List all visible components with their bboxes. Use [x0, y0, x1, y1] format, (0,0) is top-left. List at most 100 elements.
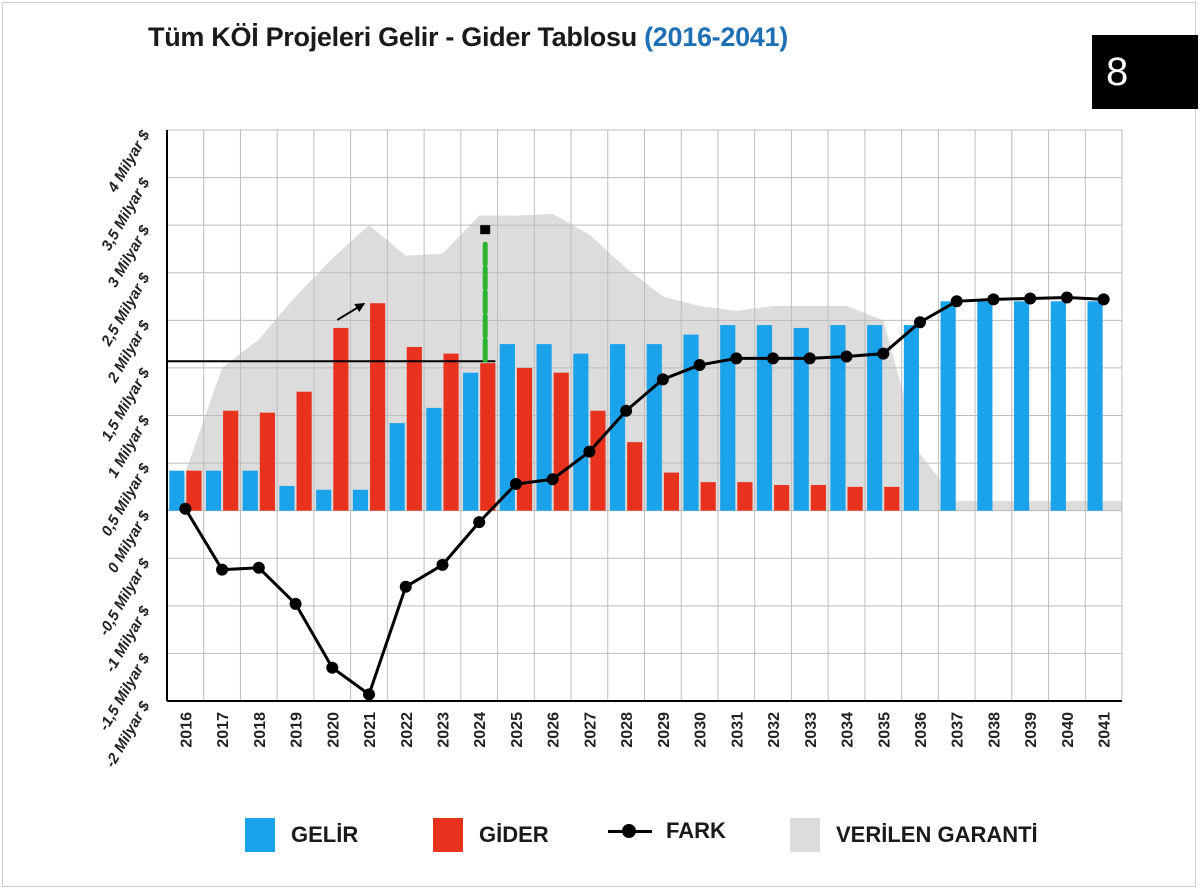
bar-gelir-2017	[205, 470, 222, 511]
chart-title: Tüm KÖİ Projeleri Gelir - Gider Tablosu …	[148, 22, 788, 53]
x-tick-label-2025: 2025	[509, 712, 526, 748]
x-tick-label-2018: 2018	[252, 712, 269, 748]
legend-label-garanti: VERİLEN GARANTİ	[836, 822, 1038, 847]
bar-gider-2027	[590, 410, 606, 511]
x-tick-label-2016: 2016	[178, 712, 195, 748]
x-tick-label-2032: 2032	[766, 712, 783, 748]
bar-gelir-2037	[940, 301, 956, 511]
fark-point-2018	[252, 561, 265, 574]
x-tick-label-2023: 2023	[435, 712, 452, 748]
fark-point-2040	[1060, 291, 1073, 304]
fark-point-2037	[950, 295, 963, 308]
bar-gelir-2021	[352, 489, 369, 511]
bar-gelir-2022	[389, 423, 405, 511]
bar-gelir-2030	[683, 334, 699, 511]
bar-gelir-2040	[1050, 301, 1066, 511]
x-tick-label-2027: 2027	[582, 712, 599, 748]
bar-gider-2029	[663, 472, 680, 511]
reference-layer	[167, 225, 496, 363]
bars-layer	[169, 301, 1103, 511]
x-tick-label-2020: 2020	[325, 712, 342, 748]
x-tick-label-2019: 2019	[289, 712, 306, 748]
arrow-head	[354, 302, 366, 312]
bar-gider-2030	[700, 482, 716, 511]
bar-gider-2020	[333, 327, 349, 511]
legend-label-gelir: GELİR	[291, 822, 359, 847]
fark-point-2028	[620, 404, 633, 417]
bar-gider-2019	[296, 391, 312, 511]
x-tick-label-2033: 2033	[803, 712, 820, 748]
marker-square	[480, 225, 491, 235]
legend-swatch-gelir	[245, 818, 275, 852]
x-tick-label-2034: 2034	[840, 712, 857, 748]
bar-gider-2034	[847, 486, 863, 511]
bar-gider-2031	[737, 482, 753, 511]
fark-point-2017	[216, 563, 229, 576]
fark-point-2031	[730, 352, 743, 365]
bar-gelir-2033	[793, 327, 809, 511]
bar-gelir-2041	[1087, 301, 1103, 511]
bar-gelir-2036	[903, 325, 919, 511]
bar-gelir-2016	[169, 470, 185, 511]
bar-gelir-2019	[279, 485, 295, 511]
x-tick-label-2017: 2017	[215, 712, 232, 748]
fark-point-2024	[473, 516, 486, 529]
x-tick-label-2037: 2037	[950, 712, 967, 748]
bar-gelir-2035	[867, 325, 883, 511]
bar-gider-2028	[627, 442, 643, 511]
title-range: (2016-2041)	[644, 22, 788, 52]
fark-point-2035	[877, 347, 890, 360]
bar-gider-2022	[406, 346, 422, 511]
bar-gider-2016	[186, 470, 202, 511]
arrow-shaft	[336, 305, 361, 321]
bar-gider-2017	[223, 410, 239, 511]
bar-gider-2032	[774, 484, 790, 511]
bar-gelir-2026	[536, 344, 552, 511]
legend-item-gelir: GELİR	[245, 818, 358, 852]
legend-swatch-fark	[608, 821, 652, 841]
x-tick-label-2021: 2021	[362, 712, 379, 748]
fark-point-2034	[840, 350, 853, 363]
fark-point-2038	[987, 293, 1000, 306]
bar-gelir-2031	[720, 325, 736, 511]
x-tick-label-2040: 2040	[1060, 712, 1077, 748]
fark-point-2021	[363, 688, 376, 701]
difference-line-layer	[179, 291, 1110, 701]
x-tick-label-2035: 2035	[876, 712, 893, 748]
x-axis-labels: 2016 2017 2018 2019 2020 2021 2022 2023 2024 2025…	[178, 712, 1113, 748]
fark-point-2027	[583, 445, 596, 458]
bar-gelir-2024	[463, 372, 479, 511]
legend-item-gider: GİDER	[433, 818, 549, 852]
x-tick-label-2036: 2036	[913, 712, 930, 748]
x-tick-label-2028: 2028	[619, 712, 636, 748]
bar-gelir-2029	[646, 344, 662, 511]
x-tick-label-2039: 2039	[1023, 712, 1040, 748]
x-tick-label-2038: 2038	[986, 712, 1003, 748]
x-tick-label-2041: 2041	[1097, 712, 1114, 748]
legend-label-fark: FARK	[666, 818, 726, 843]
x-tick-label-2029: 2029	[656, 712, 673, 748]
bar-gider-2023	[443, 353, 459, 511]
fark-point-2033	[803, 352, 816, 365]
bar-gider-2024	[480, 363, 496, 511]
bar-gelir-2034	[830, 325, 846, 511]
fark-point-2032	[767, 352, 780, 365]
bar-gelir-2027	[573, 353, 589, 511]
fark-point-2020	[326, 661, 339, 674]
bar-gelir-2020	[316, 489, 332, 511]
fark-point-2023	[436, 558, 449, 571]
bar-gider-2033	[810, 484, 826, 511]
y-axis-labels: -2 Milyar $-1,5 Milyar $-1 Milyar $-0,5 …	[96, 127, 154, 771]
x-tick-label-2024: 2024	[472, 712, 489, 748]
fark-point-2029	[656, 373, 669, 386]
bar-gider-2026	[553, 372, 569, 511]
bar-gider-2035	[884, 486, 900, 511]
bar-gelir-2039	[1014, 301, 1030, 511]
legend-item-fark: FARK	[608, 818, 726, 844]
legend-label-gider: GİDER	[479, 822, 549, 847]
title-main: Tüm KÖİ Projeleri Gelir - Gider Tablosu	[148, 22, 637, 52]
bar-gider-2018	[259, 412, 275, 511]
bar-gider-2021	[370, 303, 386, 511]
fark-line	[184, 295, 1104, 697]
